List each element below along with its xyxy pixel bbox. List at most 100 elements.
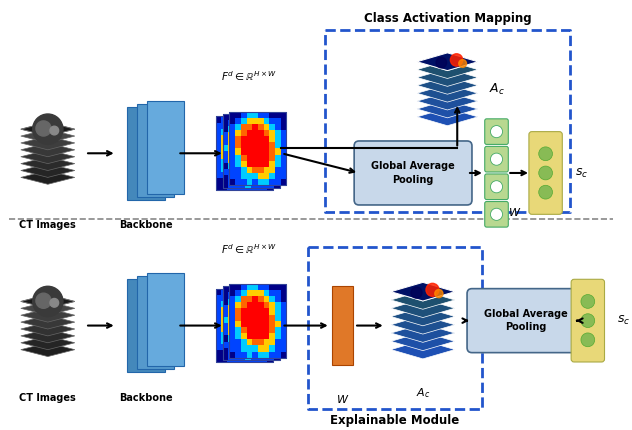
Bar — [228, 181, 234, 188]
Bar — [246, 179, 252, 185]
FancyBboxPatch shape — [485, 119, 508, 144]
Bar — [258, 308, 264, 315]
Bar — [281, 142, 286, 148]
Bar — [240, 181, 245, 188]
Bar — [252, 284, 258, 290]
Bar — [274, 163, 279, 169]
Circle shape — [36, 121, 51, 136]
Bar — [252, 327, 258, 333]
Bar — [268, 329, 274, 335]
Bar — [251, 348, 257, 354]
Bar — [262, 157, 268, 163]
Bar — [267, 123, 272, 129]
Bar — [241, 173, 246, 179]
Bar — [234, 354, 240, 360]
Bar — [264, 302, 269, 308]
Bar — [235, 284, 241, 290]
Bar — [261, 178, 267, 184]
Bar — [228, 298, 234, 305]
Bar — [261, 166, 267, 172]
Bar — [269, 302, 275, 308]
Bar — [229, 136, 235, 142]
Bar — [257, 323, 262, 329]
Bar — [257, 157, 262, 163]
Bar — [246, 124, 252, 130]
Bar — [235, 333, 241, 339]
Bar — [221, 153, 227, 160]
Bar — [255, 147, 261, 153]
Bar — [261, 344, 267, 350]
Bar — [245, 145, 251, 151]
Bar — [240, 120, 245, 126]
Bar — [255, 135, 261, 141]
Polygon shape — [21, 301, 75, 315]
Bar — [258, 148, 264, 155]
Bar — [244, 123, 250, 129]
Bar — [246, 290, 252, 296]
Bar — [274, 354, 279, 360]
Bar — [227, 319, 233, 326]
Bar — [258, 339, 264, 345]
Polygon shape — [21, 122, 75, 136]
Bar — [244, 117, 250, 123]
Bar — [267, 153, 272, 160]
Polygon shape — [417, 61, 478, 78]
Bar — [268, 175, 274, 181]
Bar — [221, 344, 227, 350]
Bar — [257, 354, 262, 360]
Bar — [245, 298, 251, 305]
Bar — [227, 295, 233, 301]
Bar — [235, 308, 241, 315]
Polygon shape — [417, 92, 478, 110]
Bar — [245, 181, 251, 188]
Circle shape — [436, 57, 447, 68]
Bar — [281, 284, 286, 290]
Bar — [221, 123, 227, 129]
Bar — [255, 117, 261, 123]
Bar — [251, 132, 257, 138]
Bar — [268, 132, 274, 138]
Bar — [221, 289, 227, 295]
Bar — [234, 348, 240, 354]
Bar — [264, 351, 269, 358]
Bar — [274, 323, 279, 329]
Bar — [221, 356, 227, 362]
Polygon shape — [21, 322, 75, 336]
Bar — [257, 348, 262, 354]
Bar — [241, 136, 246, 142]
Bar — [234, 311, 240, 317]
Bar — [240, 286, 245, 292]
Bar — [216, 166, 221, 172]
Bar — [244, 356, 250, 362]
Bar — [227, 129, 233, 135]
Bar — [233, 153, 238, 160]
Bar — [264, 321, 269, 327]
FancyBboxPatch shape — [485, 174, 508, 200]
Bar — [227, 326, 233, 332]
Bar — [216, 356, 221, 362]
Bar — [262, 354, 268, 360]
Bar — [258, 173, 264, 179]
Bar — [269, 179, 275, 185]
Bar — [268, 305, 274, 311]
Bar — [264, 339, 269, 345]
Bar — [264, 167, 269, 173]
Bar — [250, 135, 255, 141]
Bar — [257, 145, 262, 151]
Bar — [238, 178, 244, 184]
Bar — [222, 286, 228, 292]
Bar — [233, 117, 238, 123]
Bar — [244, 129, 250, 135]
Bar — [274, 114, 279, 120]
Bar — [281, 179, 286, 185]
Bar — [257, 335, 262, 341]
Bar — [227, 289, 233, 295]
Bar — [262, 120, 268, 126]
Bar — [229, 339, 235, 345]
Bar — [229, 333, 235, 339]
Bar — [255, 289, 261, 295]
Bar — [221, 141, 227, 147]
Bar — [234, 323, 240, 329]
Bar — [246, 296, 252, 302]
Polygon shape — [391, 316, 455, 334]
